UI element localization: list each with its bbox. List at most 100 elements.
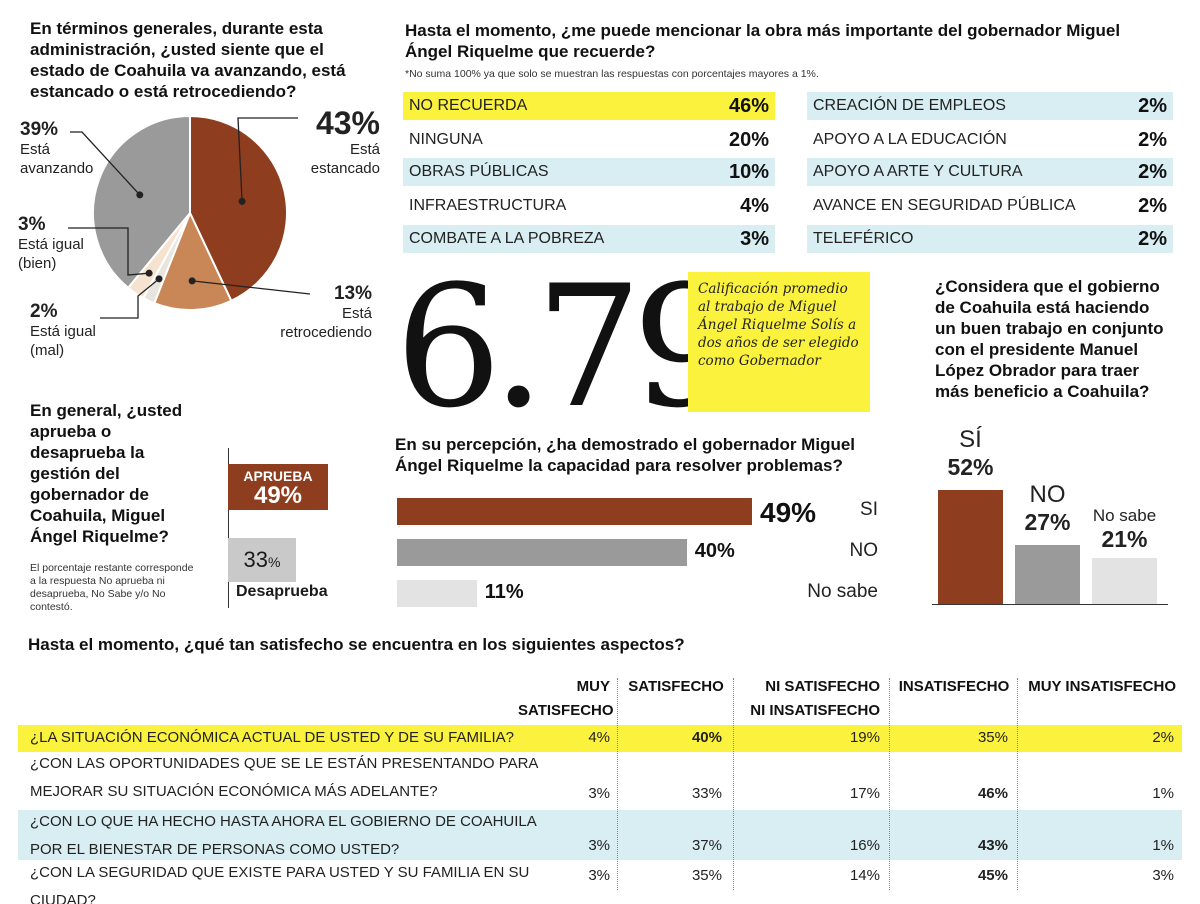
obra-right-label: TELEFÉRICO bbox=[813, 230, 914, 247]
pie-igualmal-pct: 2% bbox=[30, 301, 58, 322]
obra-left-pct: 46% bbox=[728, 94, 769, 117]
table-cell: 16% bbox=[849, 837, 880, 854]
table-cell: 3% bbox=[1152, 867, 1174, 884]
obra-right-row: APOYO A ARTE Y CULTURA 2% bbox=[807, 158, 1173, 186]
hbar-category-label: SI bbox=[860, 499, 878, 520]
calificacion-value: 6.79 bbox=[395, 249, 739, 445]
obra-left-pct: 20% bbox=[728, 128, 769, 151]
table-cell: 43% bbox=[977, 837, 1008, 854]
pie-label-estancado: 43% bbox=[300, 106, 380, 140]
table-question-line: POR EL BIENESTAR DE PERSONAS COMO USTED? bbox=[30, 841, 400, 858]
table-cell: 14% bbox=[849, 867, 880, 884]
calificacion-box: Calificación promedio al trabajo de Migu… bbox=[688, 272, 870, 412]
capacidad-question: En su percepción, ¿ha demostrado el gobe… bbox=[395, 435, 856, 475]
table-cell: 19% bbox=[849, 729, 880, 746]
hbar-category-label: No sabe bbox=[807, 581, 878, 602]
pie-dot-retrocediendo bbox=[188, 277, 196, 285]
table-cell: 33% bbox=[691, 785, 722, 802]
table-question-line: ¿CON LO QUE HA HECHO HASTA AHORA EL GOBI… bbox=[30, 813, 537, 830]
obra-question: Hasta el momento, ¿me puede mencionar la… bbox=[405, 21, 1121, 61]
table-question-line: ¿CON LAS OPORTUNIDADES QUE SE LE ESTÁN P… bbox=[30, 755, 539, 772]
table-cell: 1% bbox=[1152, 785, 1174, 802]
pie-avanzando-block: 39% Está avanzando bbox=[20, 120, 130, 178]
table-cell: 35% bbox=[691, 867, 722, 884]
th-satisfecho: SATISFECHO bbox=[628, 678, 724, 695]
obra-left-label: COMBATE A LA POBREZA bbox=[409, 230, 605, 247]
th-ni-satisfecho: NI SATISFECHO bbox=[765, 678, 880, 695]
pie-slice-1 bbox=[152, 210, 233, 311]
obra-right-label: APOYO A ARTE Y CULTURA bbox=[813, 163, 1023, 180]
table-cell: 17% bbox=[849, 785, 880, 802]
pie-retro-text: Está retrocediendo bbox=[280, 305, 372, 341]
vbar-value-label: 21% bbox=[1101, 525, 1148, 552]
obra-left-pct: 3% bbox=[740, 227, 769, 250]
table-question: ¿CON LAS OPORTUNIDADES QUE SE LE ESTÁN P… bbox=[30, 750, 590, 806]
pie-dot-igual-mal bbox=[155, 275, 163, 283]
table-cell: 45% bbox=[977, 867, 1008, 884]
col-divider bbox=[1017, 678, 1018, 890]
obra-left-row: COMBATE A LA POBREZA 3% bbox=[403, 225, 775, 253]
vbar-2 bbox=[1092, 557, 1157, 604]
obra-right-pct: 2% bbox=[1138, 160, 1167, 183]
table-cell: 1% bbox=[1152, 837, 1174, 854]
th-muy-satisfecho: MUY SATISFECHO bbox=[518, 675, 614, 723]
pie-avanzando-pct: 39% bbox=[20, 119, 59, 140]
vbar-value-label: 27% bbox=[1024, 508, 1071, 535]
desaprueba-bar: 33% bbox=[228, 538, 296, 582]
obra-right-row: APOYO A LA EDUCACIÓN 2% bbox=[807, 126, 1173, 154]
table-question: ¿CON LA SEGURIDAD QUE EXISTE PARA USTED … bbox=[30, 859, 590, 904]
table-question-line: ¿CON LA SEGURIDAD QUE EXISTE PARA USTED … bbox=[30, 864, 530, 904]
vbar-1 bbox=[1015, 544, 1080, 604]
obra-right-row: AVANCE EN SEGURIDAD PÚBLICA 2% bbox=[807, 192, 1173, 220]
pie-slice-3 bbox=[126, 212, 191, 300]
obra-right-label: AVANCE EN SEGURIDAD PÚBLICA bbox=[813, 197, 1076, 214]
obra-left-label: NO RECUERDA bbox=[409, 97, 528, 114]
aprueba-bar: APRUEBA 49% bbox=[228, 464, 328, 510]
hbar-0 bbox=[397, 498, 752, 525]
hbar-value-label: 40% bbox=[694, 540, 735, 562]
obra-right-pct: 2% bbox=[1138, 94, 1167, 117]
pie-avanzando-text: Está avanzando bbox=[20, 141, 94, 177]
col-divider bbox=[733, 678, 734, 890]
vbar-category-label: No sabe bbox=[1092, 505, 1157, 525]
obra-left-label: OBRAS PÚBLICAS bbox=[409, 163, 549, 180]
table-cell: 3% bbox=[588, 837, 610, 854]
vbar-category-label: NO bbox=[1029, 480, 1066, 508]
obra-left-label: INFRAESTRUCTURA bbox=[409, 197, 567, 214]
pie-igualbien-block: 3% Está igual (bien) bbox=[18, 215, 128, 273]
hbar-value-label: 49% bbox=[760, 497, 817, 528]
calificacion-description: Calificación promedio al trabajo de Migu… bbox=[698, 281, 859, 369]
desaprueba-pct-sign: % bbox=[268, 554, 281, 570]
table-row bbox=[18, 725, 1182, 752]
pie-igualmal-text: Está igual (mal) bbox=[30, 323, 96, 359]
table-cell: 40% bbox=[691, 729, 722, 746]
table-cell: 35% bbox=[977, 729, 1008, 746]
obra-right-row: TELEFÉRICO 2% bbox=[807, 225, 1173, 253]
hbar-1 bbox=[397, 539, 687, 566]
obra-left-pct: 4% bbox=[740, 194, 769, 217]
pie-igualmal-block: 2% Está igual (mal) bbox=[30, 302, 140, 360]
obra-right-label: APOYO A LA EDUCACIÓN bbox=[813, 131, 1007, 148]
vbar-value-label: 52% bbox=[947, 454, 994, 480]
th-insatisfecho: INSATISFECHO bbox=[898, 678, 1010, 695]
hbar-value-label: 11% bbox=[484, 581, 524, 603]
table-cell: 46% bbox=[977, 785, 1008, 802]
table-question: ¿LA SITUACIÓN ECONÓMICA ACTUAL DE USTED … bbox=[30, 724, 590, 752]
pie-retro-block: 13% Está retrocediendo bbox=[262, 284, 372, 342]
desaprueba-label: Desaprueba bbox=[236, 583, 328, 600]
table-cell: 3% bbox=[588, 785, 610, 802]
pie-igualbien-text: Está igual (bien) bbox=[18, 236, 84, 272]
vbar-baseline bbox=[932, 604, 1168, 605]
obra-note: *No suma 100% ya que solo se muestran la… bbox=[405, 68, 819, 80]
col-divider bbox=[889, 678, 890, 890]
pie-text-estancado: Está estancado bbox=[310, 141, 380, 177]
table-cell: 3% bbox=[588, 867, 610, 884]
pie-igualbien-pct: 3% bbox=[18, 214, 46, 235]
table-question-line: MEJORAR SU SITUACIÓN ECONÓMICA MÁS ADELA… bbox=[30, 783, 438, 800]
hbar-2 bbox=[397, 580, 477, 607]
obra-right-row: CREACIÓN DE EMPLEOS 2% bbox=[807, 92, 1173, 120]
obra-left-row: INFRAESTRUCTURA 4% bbox=[403, 192, 775, 220]
obra-left-row: OBRAS PÚBLICAS 10% bbox=[403, 158, 775, 186]
table-cell: 2% bbox=[1152, 729, 1174, 746]
table-cell: 37% bbox=[691, 837, 722, 854]
